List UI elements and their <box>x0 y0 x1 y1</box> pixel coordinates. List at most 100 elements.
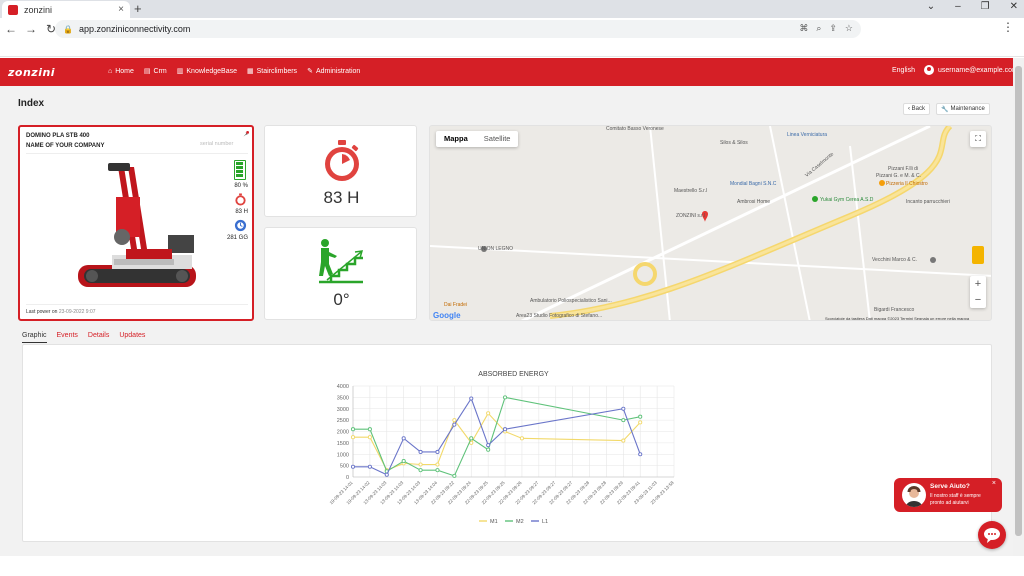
map-label: Pizzeria Il Chiostro <box>886 181 928 187</box>
translate-icon[interactable]: ⌘ <box>799 23 809 33</box>
data-point-m1 <box>621 438 626 443</box>
data-point-m2 <box>469 436 474 441</box>
hours-card: 83 H <box>264 125 417 217</box>
data-point-m2 <box>401 459 406 464</box>
device-serial: serial number <box>200 141 234 147</box>
data-point-m1 <box>418 462 423 467</box>
y-tick-label: 3000 <box>337 407 349 413</box>
forward-arrow-icon[interactable]: → <box>25 22 37 36</box>
data-point-m2 <box>350 427 356 432</box>
help-chat-bubble[interactable]: Serve Aiuto? Il nostro staff è sempre pr… <box>894 478 1002 512</box>
wrench-icon: ✎ <box>307 68 313 75</box>
device-footer-separator <box>26 304 248 305</box>
map-label: Comitato Basso Veronese <box>606 126 664 132</box>
map-label: Linea Verniciatura <box>787 132 828 138</box>
data-point-m2 <box>435 468 440 473</box>
page-title: Index <box>18 98 45 109</box>
browser-toolbar: ← → ↻ 🔒 app.zonziniconnectivity.com ⌘ ⌕ … <box>0 18 1024 40</box>
map-label: Vecchini Marco & C. <box>872 257 918 263</box>
chat-close-icon[interactable]: × <box>991 480 996 487</box>
angle-card: 0° <box>264 227 417 320</box>
address-bar[interactable]: 🔒 app.zonziniconnectivity.com ⌘ ⌕ ⇪ ☆ <box>55 20 861 38</box>
map-label: Dai Fradei <box>444 302 468 308</box>
share-icon[interactable]: ⇪ <box>829 23 837 33</box>
back-arrow-icon[interactable]: ← <box>5 22 17 36</box>
tab-events[interactable]: Events <box>56 332 78 339</box>
data-point-l1 <box>638 452 643 457</box>
hours-value: 83 H <box>235 209 248 215</box>
minimize-icon[interactable]: ⌄ <box>926 1 936 12</box>
data-point-l1 <box>503 427 508 432</box>
home-icon: ⌂ <box>108 67 113 75</box>
user-email: username@example.com <box>938 66 1018 74</box>
map-tab-mappa[interactable]: Mappa <box>444 134 468 143</box>
zonzini-logo[interactable]: zonzini <box>8 66 56 79</box>
notification-pin-icon[interactable] <box>242 131 249 138</box>
zonzini-favicon <box>8 4 18 15</box>
map-label: Ambrosi Home <box>737 199 771 205</box>
reload-icon[interactable]: ↻ <box>45 22 57 36</box>
tab-details[interactable]: Details <box>87 332 110 339</box>
chat-button[interactable] <box>978 521 1006 549</box>
nav-administration-label: Administration <box>315 67 361 75</box>
map-label: Area23 Studio Fotografico di Stefano... <box>516 313 603 319</box>
device-card[interactable]: DOMINO PLA STB 400 NAME OF YOUR COMPANY … <box>18 125 254 321</box>
y-tick-label: 500 <box>340 464 349 470</box>
maximize-window-icon[interactable]: ❐ <box>980 1 990 12</box>
absorbed-energy-chart: ABSORBED ENERGY 0 500 1000 1500 2000 2500 3000 3… <box>329 371 675 525</box>
minimize-window-icon[interactable]: – <box>955 1 961 12</box>
map-tab-satellite[interactable]: Satellite <box>483 134 511 143</box>
data-point-m1 <box>435 462 440 467</box>
zoom-in-button[interactable]: + <box>974 278 982 290</box>
data-point-l1 <box>486 443 491 448</box>
close-tab-icon[interactable]: × <box>118 4 124 15</box>
nav-home[interactable]: ⌂ Home <box>108 67 134 75</box>
fullscreen-icon[interactable]: ⛶ <box>970 131 986 147</box>
browser-tab-title: zonzini <box>24 4 53 15</box>
browser-tabbar: zonzini × + ⌄ – ❐ ✕ <box>0 0 1024 18</box>
zoom-out-button[interactable]: − <box>974 294 982 306</box>
zoom-icon[interactable]: ⌕ <box>816 23 822 33</box>
data-point-l1 <box>469 396 474 401</box>
bookmark-star-icon[interactable]: ☆ <box>844 23 853 33</box>
close-window-icon[interactable]: ✕ <box>1009 1 1018 12</box>
data-point-m2 <box>418 468 423 473</box>
map-label: Yukai Gym Cerea A.S.D <box>820 197 874 203</box>
chat-text: Il nostro staff è sempre pronto ad aiuta… <box>930 493 981 506</box>
page-scrollbar[interactable] <box>1013 58 1024 556</box>
map-label: Silos & Silos <box>720 140 748 146</box>
crm-icon: ▤ <box>143 68 151 75</box>
detail-tabs: Graphic Events Details Updates <box>22 332 145 343</box>
data-point-l1 <box>367 464 372 469</box>
data-point-l1 <box>435 449 440 455</box>
map-canvas[interactable] <box>430 126 992 321</box>
maintenance-button[interactable]: 🔧 Maintenance <box>936 103 990 115</box>
data-point-m1 <box>486 411 491 416</box>
street-view-pegman-icon[interactable] <box>972 246 984 264</box>
y-tick-label: 1000 <box>337 452 349 458</box>
language-selector[interactable]: English <box>892 67 915 74</box>
nav-crm[interactable]: ▤ Crm <box>143 67 167 76</box>
legend-label-l1: L1 <box>542 519 548 525</box>
browser-tab[interactable]: zonzini × <box>2 1 130 18</box>
last-power-date: 23-09-2022 9:07 <box>58 309 96 315</box>
new-tab-button[interactable]: + <box>134 1 142 16</box>
lock-icon: 🔒 <box>63 24 73 34</box>
scrollbar-thumb[interactable] <box>1015 66 1022 536</box>
user-menu[interactable]: username@example.com <box>924 65 1018 75</box>
nav-administration[interactable]: ✎ Administration <box>307 67 361 76</box>
map-label: Pizzani G. e M. & C. <box>876 173 922 179</box>
y-tick-label: 3500 <box>337 395 349 401</box>
tab-graphic[interactable]: Graphic <box>22 332 47 343</box>
map-view[interactable]: Mappa Satellite ⛶ Comitato Basso Verones… <box>429 125 992 321</box>
stair-angle-icon <box>319 239 364 284</box>
data-point-l1 <box>350 464 356 469</box>
nav-knowledgebase[interactable]: ▥ KnowledgeBase <box>177 67 237 76</box>
map-label: Maestrello S.r.l <box>674 188 708 194</box>
browser-menu-icon[interactable]: ⋮ <box>1002 20 1014 34</box>
nav-stairclimbers[interactable]: ▦ Stairclimbers <box>247 67 297 76</box>
back-button[interactable]: ‹ Back <box>903 103 931 115</box>
hours-widget-value: 83 H <box>323 188 360 207</box>
days-icon <box>234 219 247 232</box>
tab-updates[interactable]: Updates <box>119 332 146 339</box>
